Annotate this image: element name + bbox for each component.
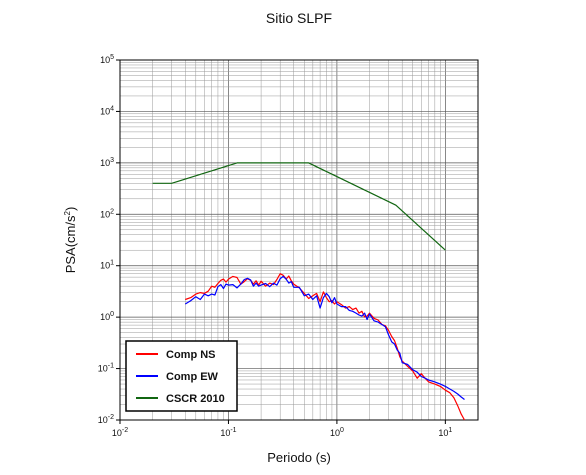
legend-label: Comp EW: [166, 371, 219, 383]
y-tick-label: 105: [100, 54, 114, 65]
series-layer: [152, 162, 466, 421]
legend-label: CSCR 2010: [166, 393, 225, 405]
series-line-cscr-2010: [152, 162, 446, 251]
y-tick-label: 103: [100, 157, 114, 168]
y-tick-label: 102: [100, 208, 114, 219]
series-line-comp-ns: [185, 273, 466, 421]
x-tick-label: 10-1: [220, 427, 236, 438]
y-tick-label: 104: [100, 105, 114, 116]
x-axis-ticks: 10-2 10-1 100 101: [112, 420, 452, 438]
y-axis-label: PSA(cm/s2): [63, 207, 78, 274]
series-line-comp-ew: [184, 275, 465, 400]
y-tick-label: 10-2: [98, 414, 114, 425]
plot-frame: [119, 59, 479, 421]
y-tick-label: 101: [100, 260, 114, 271]
x-tick-label: 10-2: [112, 427, 128, 438]
y-axis-ticks: 10-2 10-1 100 101 102 103 104 105: [98, 54, 120, 425]
y-tick-label: 10-1: [98, 363, 114, 374]
x-axis-label: Periodo (s): [267, 450, 331, 465]
y-tick-label: 100: [100, 311, 114, 322]
x-tick-label: 101: [438, 427, 452, 438]
legend: Comp NS Comp EW CSCR 2010: [125, 340, 238, 412]
x-tick-label: 100: [330, 427, 344, 438]
chart-title: Sitio SLPF: [266, 10, 332, 26]
legend-label: Comp NS: [166, 349, 216, 361]
